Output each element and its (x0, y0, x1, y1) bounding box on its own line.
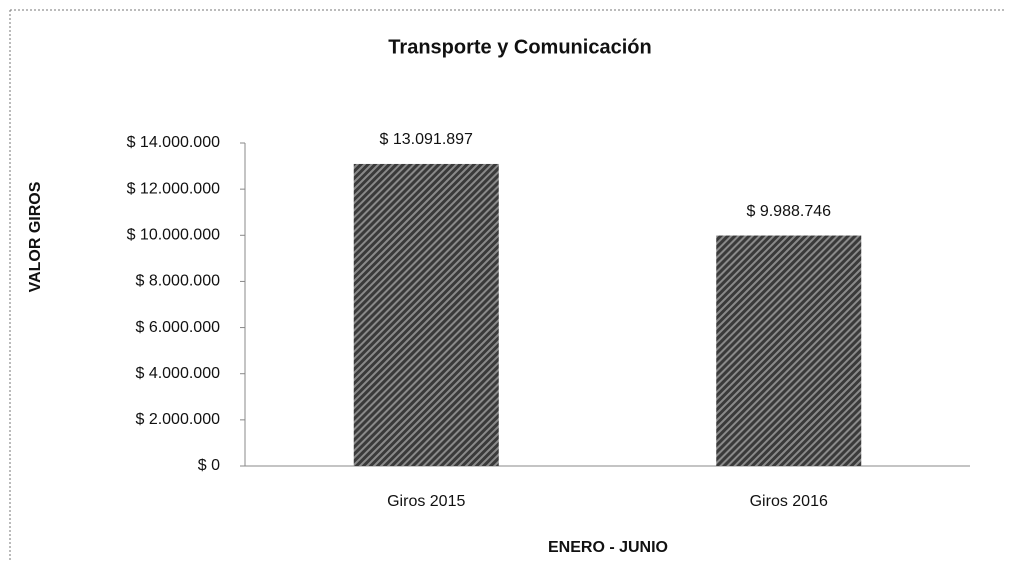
y-tick-label: $ 10.000.000 (127, 227, 221, 244)
y-tick-label: $ 0 (198, 457, 220, 474)
bar (716, 235, 862, 466)
y-axis-title: VALOR GIROS (27, 181, 44, 292)
y-tick-label: $ 4.000.000 (135, 365, 220, 382)
y-tick-label: $ 2.000.000 (135, 411, 220, 428)
chart-title: Transporte y Comunicación (388, 36, 651, 58)
x-axis-title: ENERO - JUNIO (548, 539, 668, 556)
data-label: $ 9.988.746 (746, 203, 831, 220)
bar (353, 163, 499, 466)
y-tick-label: $ 6.000.000 (135, 319, 220, 336)
y-tick-label: $ 8.000.000 (135, 273, 220, 290)
x-tick-label: Giros 2016 (750, 493, 828, 510)
y-tick-label: $ 12.000.000 (127, 180, 221, 197)
data-label: $ 13.091.897 (380, 131, 474, 148)
x-tick-label: Giros 2015 (387, 493, 465, 510)
y-tick-label: $ 14.000.000 (127, 134, 221, 151)
